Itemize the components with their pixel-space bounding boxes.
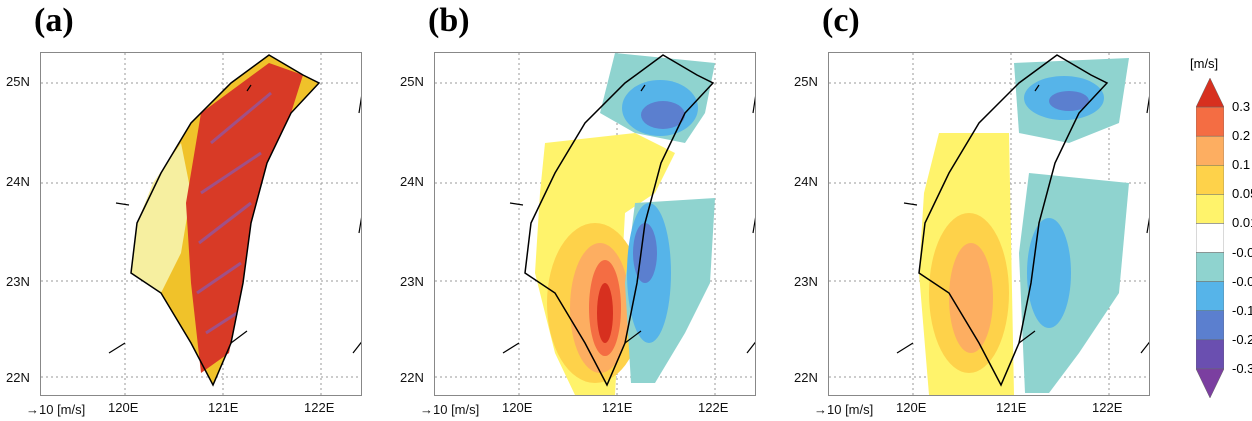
map-plot	[434, 52, 762, 396]
panel-b: (b) 25N 24N 23N 22N	[394, 0, 794, 421]
colorbar-tick-label: -0.3	[1232, 360, 1252, 376]
map-svg	[435, 53, 762, 395]
lat-label: 24N	[6, 174, 30, 189]
lat-label: 24N	[794, 174, 818, 189]
colorbar-segment	[1196, 194, 1224, 224]
coastline	[130, 54, 321, 387]
lat-label: 25N	[794, 74, 818, 89]
lat-label: 23N	[6, 274, 30, 289]
colorbar-segment	[1196, 368, 1224, 398]
colorbar-tick-label: -0.01	[1232, 244, 1252, 260]
reference-vector-label: →10 [m/s]	[814, 402, 874, 417]
reference-vector-label: →10 [m/s]	[26, 402, 86, 417]
panel-label: (a)	[34, 2, 74, 39]
lon-label: 120E	[502, 400, 533, 415]
lon-label: 120E	[896, 400, 927, 415]
panel-c: (c) 25N 24N 23N 22N 120E 12	[788, 0, 1188, 421]
panel-a: (a) 25N 24N 23N 22N 120E 121E 122E →10 […	[0, 0, 400, 421]
colorbar-segment	[1196, 339, 1224, 370]
colorbar-tick-label: 0.05	[1232, 186, 1252, 202]
lat-label: 25N	[400, 74, 424, 89]
lat-label: 22N	[400, 370, 424, 385]
colorbar-tick-label: -0.1	[1232, 302, 1252, 318]
colorbar-segment	[1196, 106, 1224, 137]
colorbar-tick-label: 0.01	[1232, 215, 1252, 231]
colorbar-segment	[1196, 78, 1224, 108]
colorbar-segment	[1196, 252, 1224, 282]
colorbar-unit: [m/s]	[1190, 56, 1219, 71]
lat-label: 25N	[6, 74, 30, 89]
lon-label: 122E	[1092, 400, 1123, 415]
map-plot	[40, 52, 368, 396]
colorbar-segment	[1196, 310, 1224, 341]
lat-label: 23N	[794, 274, 818, 289]
colorbar-segment	[1196, 165, 1224, 195]
lon-label: 121E	[208, 400, 239, 415]
lon-label: 120E	[108, 400, 139, 415]
panel-label: (c)	[822, 2, 860, 39]
lat-label: 22N	[6, 370, 30, 385]
colorbar-tick-label: 0.1	[1232, 157, 1251, 173]
coastline	[524, 54, 715, 387]
lon-label: 121E	[602, 400, 633, 415]
west-field	[131, 143, 191, 293]
reference-vector-label: →10 [m/s]	[420, 402, 480, 417]
colorbar-segment	[1196, 281, 1224, 311]
panel-label: (b)	[428, 2, 470, 39]
colorbar-segment	[1196, 223, 1224, 253]
lon-label: 122E	[304, 400, 335, 415]
colorbar-tick-label: -0.05	[1232, 273, 1252, 289]
colorbar-tick-label: 0.2	[1232, 128, 1251, 144]
colorbar-tick-label: 0.3	[1232, 99, 1251, 115]
lon-label: 122E	[698, 400, 729, 415]
lat-label: 23N	[400, 274, 424, 289]
map-plot	[828, 52, 1156, 396]
colorbar	[1196, 78, 1224, 398]
colorbar-tick-label: -0.2	[1232, 331, 1252, 347]
lat-label: 24N	[400, 174, 424, 189]
map-svg	[829, 53, 1156, 395]
lat-label: 22N	[794, 370, 818, 385]
coastline	[918, 54, 1109, 387]
colorbar-segment	[1196, 135, 1224, 166]
map-svg	[41, 53, 368, 395]
lon-label: 121E	[996, 400, 1027, 415]
